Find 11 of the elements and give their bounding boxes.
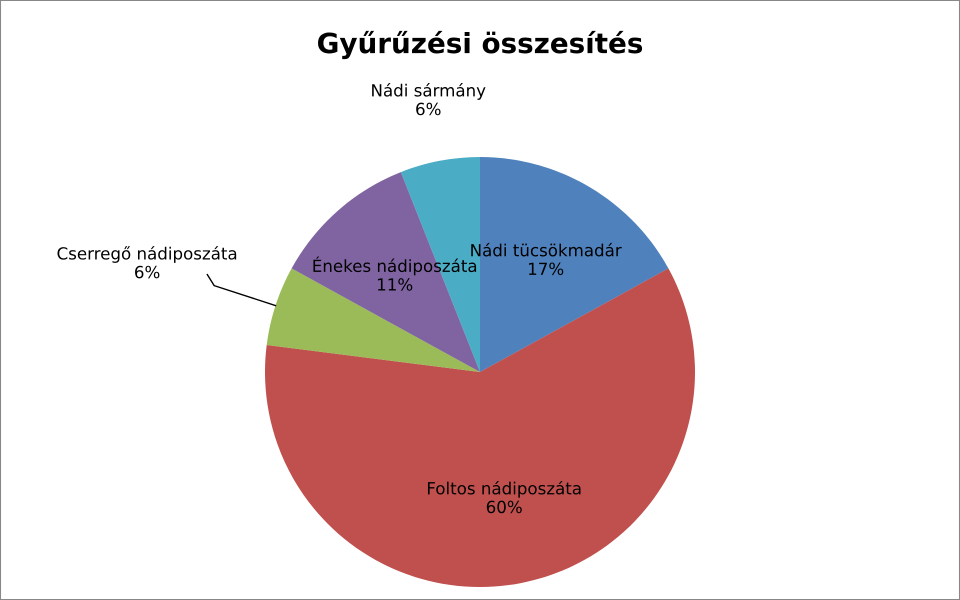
slice-label: Cserregő nádiposzáta <box>58 246 236 263</box>
data-label: 11% <box>378 278 412 291</box>
slice-label: Nádi sármány <box>372 83 486 100</box>
data-label: 17% <box>528 262 564 276</box>
data-label: 6% <box>135 266 160 278</box>
slice-label: Nádi tücsökmadár <box>471 242 622 256</box>
data-label: 60% <box>486 500 522 514</box>
chart-title: Gyűrűzési összesítés <box>318 30 642 60</box>
slice-label: Foltos nádiposzáta <box>428 480 580 498</box>
data-label: 6% <box>416 102 441 116</box>
slice-label: Énekes nádiposzáta <box>313 256 476 276</box>
